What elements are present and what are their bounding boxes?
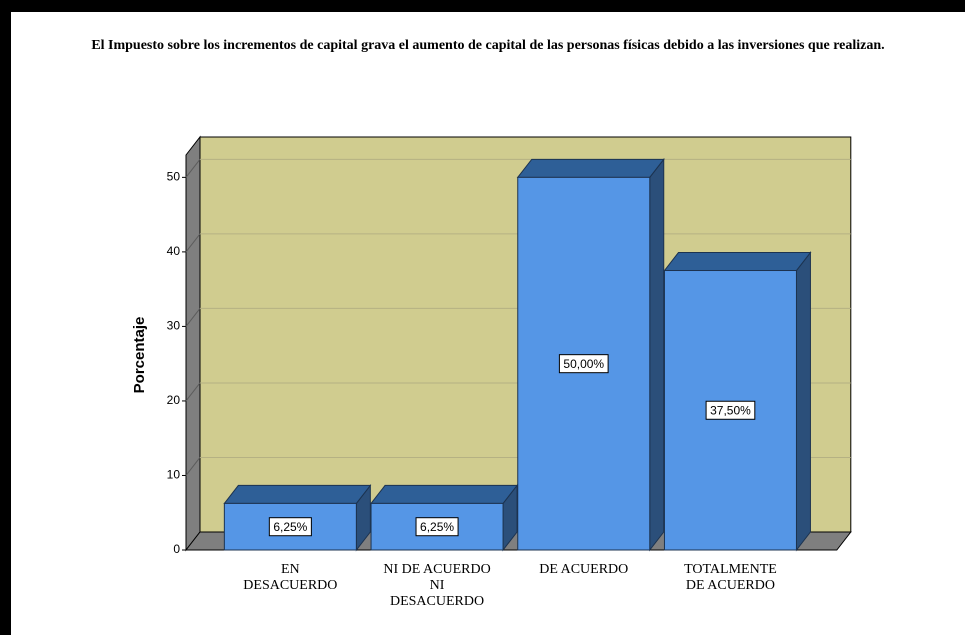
value-label-box [558,354,609,374]
x-tick-label: EN DESACUERDO [243,562,337,593]
chart-title: El Impuesto sobre los incrementos de cap… [91,38,884,53]
grid-line [185,457,201,476]
y-tick-label: 30 [167,319,181,333]
x-tick-label: NI DE ACUERDO NI DESACUERDO [383,562,490,609]
y-tick-label: 0 [173,542,180,556]
value-label: 6,25% [273,520,307,534]
value-label-box [268,517,312,537]
y-tick-label: 20 [167,393,181,407]
bar-top [370,484,519,504]
x-tick-label: TOTALMENTE DE ACUERDO [684,562,777,593]
x-tick-label: DE ACUERDO [539,562,628,577]
value-label: 37,50% [710,403,751,417]
bar-top [223,484,372,504]
value-label: 50,00% [563,357,604,371]
grid-line [185,382,201,402]
y-axis-label: Porcentaje [131,317,148,394]
grid-line [185,308,201,327]
value-label-box [415,517,459,537]
value-label: 6,25% [420,520,454,534]
value-label-box [705,400,756,420]
bar-top [663,252,812,272]
frame-left [0,0,11,635]
bar-side [649,157,665,552]
bar-side [795,251,811,552]
y-tick-label: 10 [167,468,181,482]
y-tick-label: 50 [167,170,181,184]
grid-line [185,233,201,253]
frame-top [0,0,965,12]
grid-line [185,159,201,178]
bar-top [516,158,665,178]
y-tick-label: 40 [167,244,181,258]
side-wall [185,135,201,552]
